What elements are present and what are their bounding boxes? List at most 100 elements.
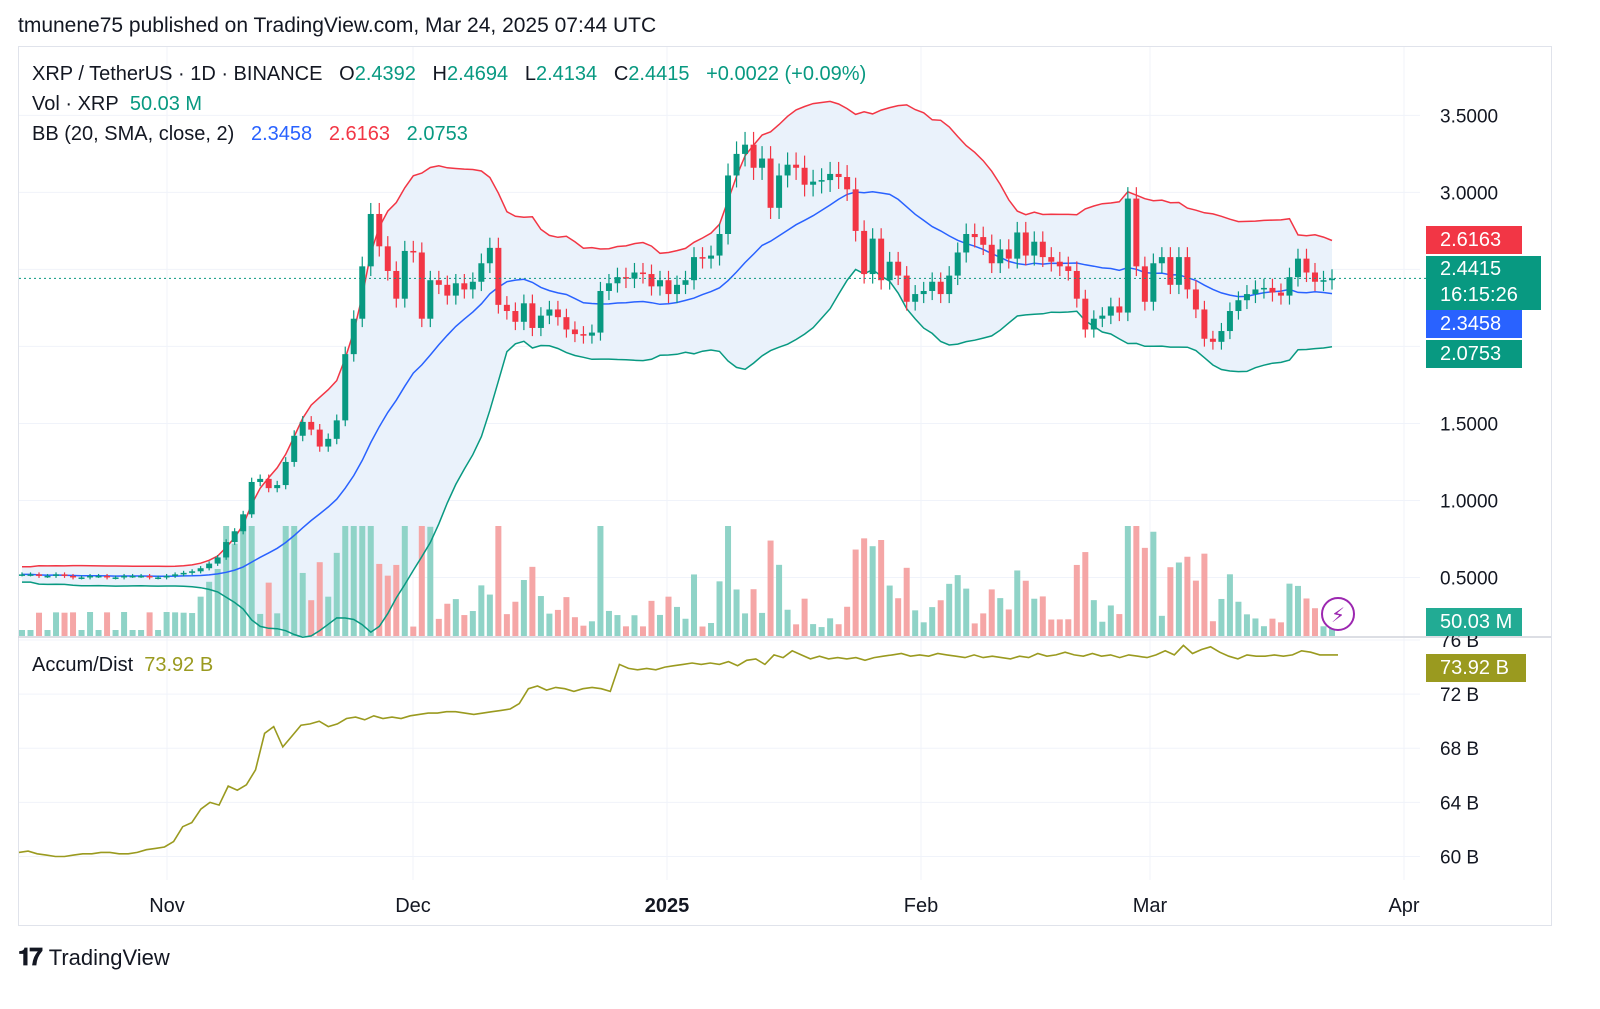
candle-body <box>325 438 332 447</box>
footer[interactable]: 𝟏𝟕 TradingView <box>18 944 170 972</box>
candle-body <box>240 514 247 532</box>
volume-bar <box>801 598 808 636</box>
volume-bar <box>1226 574 1233 636</box>
volume-bar <box>36 612 43 636</box>
volume-bar <box>19 630 25 636</box>
candle-body <box>146 575 153 578</box>
volume-bar <box>240 526 247 636</box>
candle-body <box>1269 287 1276 293</box>
volume-bar <box>648 600 655 636</box>
volume-bar <box>912 610 919 636</box>
volume-bar <box>631 615 638 636</box>
candle-body <box>44 575 51 578</box>
volume-bar <box>265 582 272 636</box>
symbol-label[interactable]: XRP / TetherUS · 1D · BINANCE <box>32 63 323 85</box>
candle-body <box>1090 318 1097 330</box>
volume-bar <box>784 609 791 636</box>
volume-bar <box>767 540 774 636</box>
volume-bar <box>469 611 476 636</box>
volume-bar <box>588 621 595 636</box>
volume-bar <box>452 599 459 636</box>
volume-bar <box>27 630 34 636</box>
volume-bar <box>554 609 561 636</box>
price-tick-label: 1.5000 <box>1440 414 1498 435</box>
volume-bar <box>95 630 102 636</box>
volume-bar <box>393 564 400 636</box>
volume-legend[interactable]: Vol · XRP 50.03 M <box>32 93 202 116</box>
candle-body <box>1167 257 1174 285</box>
volume-bar <box>818 627 825 636</box>
candle-body <box>401 250 408 299</box>
volume-bar <box>1269 618 1276 636</box>
volume-bar <box>1022 580 1029 636</box>
candle-body <box>121 575 128 578</box>
upper-band-tag: 2.6163 <box>1426 226 1522 254</box>
volume-bar <box>316 562 323 636</box>
candle-body <box>1320 280 1327 282</box>
candle-body <box>299 421 306 436</box>
volume-bar <box>512 601 519 636</box>
volume-bar <box>189 613 196 636</box>
candle-body <box>36 574 43 576</box>
volume-bar <box>605 610 612 636</box>
volume-bar <box>988 589 995 636</box>
candle-body <box>631 272 638 279</box>
candle-body <box>1311 272 1318 282</box>
volume-bar <box>920 622 927 636</box>
candle-body <box>954 252 961 276</box>
candle-body <box>1022 232 1029 256</box>
volume-bar <box>844 606 851 636</box>
volume-bar <box>435 618 442 636</box>
volume-bar <box>852 549 859 636</box>
change-value: +0.0022 (+0.09%) <box>706 63 867 85</box>
volume-bar <box>656 614 663 636</box>
candle-body <box>1158 257 1165 264</box>
candle-body <box>988 244 995 264</box>
volume-bar <box>342 526 349 636</box>
ad-legend[interactable]: Accum/Dist 73.92 B <box>32 654 213 677</box>
candle-body <box>393 270 400 299</box>
candle-body <box>469 281 476 290</box>
bb-legend[interactable]: BB (20, SMA, close, 2) 2.3458 2.6163 2.0… <box>32 123 468 146</box>
volume-tag: 50.03 M <box>1426 608 1522 636</box>
candle-body <box>597 290 604 333</box>
bb-basis-value: 2.3458 <box>250 123 313 145</box>
chart-frame[interactable] <box>18 46 1552 926</box>
candle-body <box>1141 266 1148 302</box>
volume-bar <box>503 614 510 636</box>
candle-body <box>810 181 817 185</box>
volume-bar <box>1303 598 1310 636</box>
volume-bar <box>929 607 936 636</box>
volume-bar <box>597 526 604 636</box>
candle-body <box>614 277 621 284</box>
bb-lower-line <box>22 268 1333 638</box>
price-tick-label: 3.5000 <box>1440 106 1498 127</box>
volume-bar <box>444 603 451 636</box>
close-label: C <box>613 63 629 85</box>
volume-bar <box>1218 598 1225 636</box>
high-label: H <box>432 63 447 85</box>
candle-body <box>886 261 893 281</box>
volume-bar <box>87 612 94 636</box>
candle-body <box>70 575 77 578</box>
lower-band-tag: 2.0753 <box>1426 340 1522 368</box>
candle-body <box>563 317 570 330</box>
volume-bar <box>1184 556 1191 636</box>
candle-body <box>750 144 757 168</box>
volume-bar <box>954 575 961 636</box>
volume-bar <box>1235 601 1242 636</box>
volume-bar <box>1141 547 1148 636</box>
candle-body <box>716 234 723 256</box>
candle-body <box>665 280 672 295</box>
candle-body <box>912 294 919 302</box>
volume-bar <box>1167 567 1174 636</box>
volume-bar <box>155 630 162 636</box>
candle-body <box>1201 309 1208 339</box>
candle-body <box>427 280 434 319</box>
volume-bar <box>427 526 434 636</box>
candle-body <box>512 311 519 322</box>
volume-bar <box>248 526 255 636</box>
volume-bar <box>299 572 306 636</box>
candle-body <box>699 257 706 259</box>
